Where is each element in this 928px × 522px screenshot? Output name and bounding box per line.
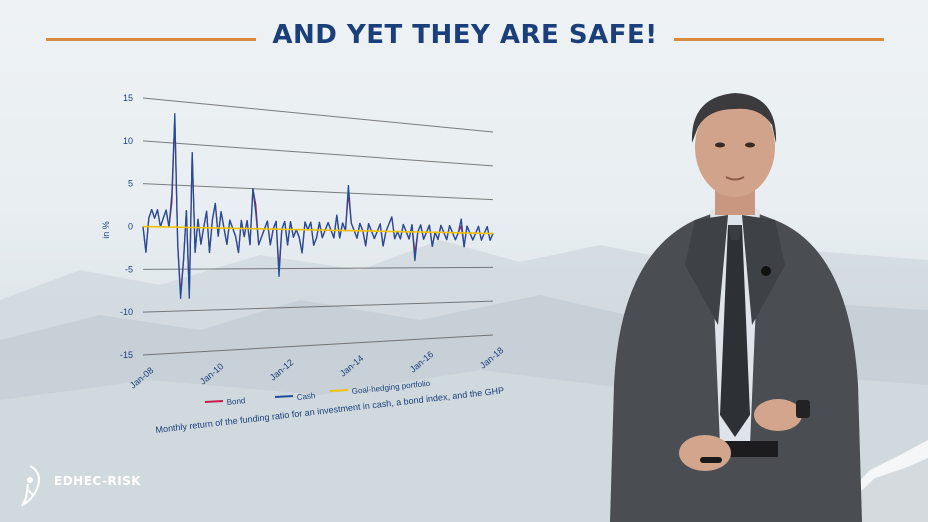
logo-text: EDHEC-RISK [54,474,142,488]
x-tick-label: Jan-08 [128,365,156,390]
title-rule-left [46,38,256,41]
legend-label: Bond [226,396,246,407]
x-tick-label: Jan-18 [478,345,506,370]
legend-label: Goal-hedging portfolio [351,379,431,396]
logo-mark-icon [21,465,40,507]
chart-svg: 15 10 5 0 -5 -10 -15 in % Jan-08 Jan-10 Jan-12 Jan-… [101,93,506,407]
legend-swatch [274,395,294,398]
series-line-cash [142,113,494,300]
y-tick-label: 5 [128,179,133,189]
y-tick-label: -15 [120,350,133,360]
gridline [142,97,494,133]
title-rule-right [674,38,884,41]
series-line-goal-hedging-portfolio [142,225,494,235]
legend-swatch [204,400,224,403]
legend-label: Cash [296,391,316,402]
x-tick-label: Jan-14 [338,353,366,378]
gridline [142,334,494,356]
gridline [142,300,494,313]
y-tick-label: -5 [125,264,133,274]
gridline [142,140,494,167]
x-tick-label: Jan-12 [268,357,296,382]
y-tick-label: 15 [123,93,133,103]
gridline [142,266,494,270]
edhec-risk-logo: EDHEC-RISK [16,462,156,512]
slide-title: AND YET THEY ARE SAFE! [272,20,658,50]
legend-swatch [329,389,349,392]
y-axis-label: in % [101,221,111,239]
slide-header: AND YET THEY ARE SAFE! [0,18,928,62]
y-tick-label: 10 [123,136,133,146]
gridline [142,183,494,201]
y-tick-label: -10 [120,307,133,317]
y-tick-label: 0 [128,222,133,232]
presenter-figure [610,93,862,522]
x-tick-label: Jan-16 [408,349,436,374]
funding-ratio-chart: 15 10 5 0 -5 -10 -15 in % Jan-08 Jan-10 Jan-12 Jan-… [95,80,525,480]
x-tick-label: Jan-10 [198,361,226,386]
